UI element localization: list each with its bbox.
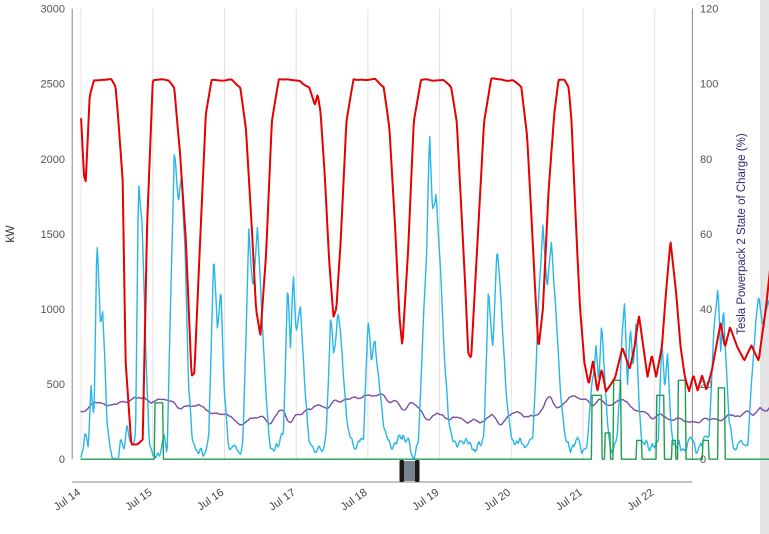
svg-text:80: 80 (700, 154, 712, 166)
svg-text:Tesla Powerpack 2 State of Cha: Tesla Powerpack 2 State of Charge (%) (736, 133, 748, 335)
svg-text:40: 40 (700, 304, 712, 316)
svg-text:0: 0 (700, 454, 706, 466)
svg-text:100: 100 (700, 79, 718, 91)
svg-text:20: 20 (700, 379, 712, 391)
svg-text:2500: 2500 (41, 79, 65, 91)
svg-text:3000: 3000 (41, 4, 65, 16)
svg-text:1500: 1500 (41, 229, 65, 241)
svg-text:60: 60 (700, 229, 712, 241)
svg-text:500: 500 (47, 379, 65, 391)
svg-text:2000: 2000 (41, 154, 65, 166)
svg-text:kW: kW (3, 225, 17, 243)
svg-text:1000: 1000 (41, 304, 65, 316)
svg-text:120: 120 (700, 4, 718, 16)
svg-text:0: 0 (59, 454, 65, 466)
